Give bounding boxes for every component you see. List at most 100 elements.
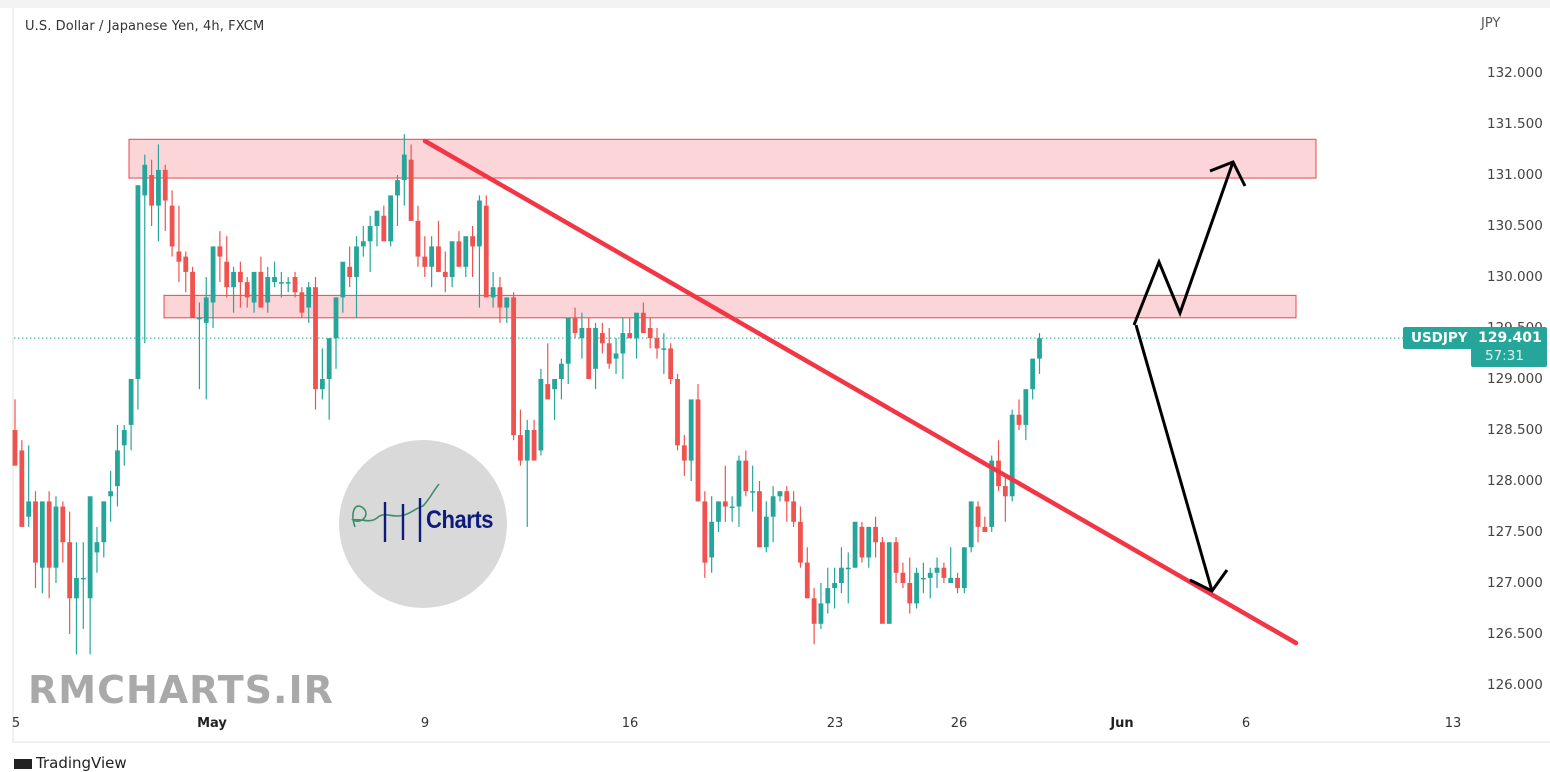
candle-body: [900, 572, 906, 583]
candle-body: [251, 271, 257, 303]
candle-body: [695, 399, 701, 502]
candle-body: [347, 266, 353, 277]
chart-frame: [12, 8, 1550, 743]
candle-body: [504, 297, 510, 308]
candle-body: [26, 501, 32, 517]
candle-body: [524, 430, 530, 461]
candle-body: [67, 542, 73, 599]
candle-body: [456, 241, 462, 267]
candle-body: [319, 379, 325, 390]
tradingview-brand[interactable]: TradingView: [14, 754, 127, 772]
candle-body: [941, 567, 947, 578]
candle-body: [736, 460, 742, 507]
candle-body: [203, 297, 209, 323]
watermark-text: RMCHARTS.IR: [28, 668, 334, 712]
candle-body: [989, 460, 995, 527]
candle-body: [162, 169, 168, 201]
candle-body: [750, 491, 756, 493]
candle-body: [367, 226, 373, 242]
candle-body: [825, 588, 831, 604]
candle-body: [374, 210, 380, 226]
candle-body: [272, 277, 277, 283]
candle-body: [401, 154, 407, 181]
time-axis-label: 26: [950, 716, 968, 731]
candle-body: [156, 169, 161, 206]
candle-body: [1037, 338, 1042, 359]
candle-body: [395, 180, 400, 196]
candle-body: [702, 501, 708, 563]
candle-body: [108, 491, 114, 497]
candle-body: [210, 246, 216, 303]
candle-body: [948, 577, 954, 583]
candle-body: [675, 379, 680, 446]
candle-body: [388, 195, 394, 242]
price-axis-label: 130.000: [1487, 269, 1543, 285]
candle-body: [128, 379, 134, 425]
candle-body: [354, 246, 359, 277]
candle-body: [326, 338, 332, 379]
candle-body: [46, 501, 52, 568]
candle-body: [961, 547, 967, 589]
price-axis-label: 132.000: [1487, 65, 1543, 81]
candle-body: [770, 496, 776, 517]
candle-body: [244, 282, 250, 298]
candle-body: [586, 328, 592, 379]
top-strip: [0, 0, 1550, 8]
candle-body: [442, 271, 448, 277]
price-axis-label: 127.000: [1487, 575, 1543, 591]
candle-body: [360, 241, 366, 247]
candle-body: [231, 271, 236, 288]
candle-body: [845, 567, 851, 570]
candle-body: [292, 277, 298, 293]
candle-body: [449, 241, 455, 277]
candle-body: [176, 251, 182, 262]
logo-candles-icon: [351, 483, 440, 542]
candle-body: [306, 287, 312, 308]
chart-title: U.S. Dollar / Japanese Yen, 4h, FXCM: [25, 19, 265, 34]
candle-body: [265, 277, 271, 303]
candle-body: [818, 603, 824, 624]
candle-body: [340, 261, 346, 298]
candle-body: [19, 450, 25, 527]
time-axis-label: May: [197, 716, 227, 731]
candle-body: [579, 328, 585, 339]
candle-body: [1002, 486, 1008, 497]
candle-body: [907, 583, 913, 604]
candle-body: [880, 542, 885, 624]
candle-body: [893, 542, 899, 573]
candle-body: [408, 159, 414, 221]
price-axis-label: 126.000: [1487, 677, 1543, 693]
candle-body: [490, 287, 496, 298]
candle-body: [1030, 358, 1036, 390]
price-axis-label: 128.500: [1487, 422, 1543, 438]
candle-body: [927, 572, 933, 578]
candle-body: [552, 379, 557, 390]
price-axis-label: 131.500: [1487, 116, 1543, 132]
candle-body: [538, 379, 544, 451]
arrowhead-down-icon: [1189, 569, 1229, 593]
arrowhead-up-icon: [1209, 160, 1247, 187]
resistance-zone-upper: [128, 138, 1317, 179]
candle-body: [12, 430, 18, 466]
candle-body: [217, 246, 223, 257]
candle-body: [777, 491, 783, 497]
candle-body: [599, 333, 605, 344]
candle-body: [975, 506, 981, 527]
candle-body: [982, 526, 988, 532]
candle-body: [763, 516, 769, 548]
candle-body: [688, 399, 694, 461]
time-axis-label: 16: [621, 716, 639, 731]
price-axis-label: 126.500: [1487, 626, 1543, 642]
candle-body: [647, 328, 653, 339]
candle-body: [798, 521, 803, 563]
price-axis-label: 127.500: [1487, 524, 1543, 540]
candle-body: [190, 271, 195, 318]
candle-body: [859, 526, 865, 558]
candle-body: [852, 521, 858, 568]
candle-body: [668, 348, 674, 379]
candle-body: [169, 205, 175, 247]
price-axis-currency: JPY: [1481, 16, 1501, 31]
candle-body: [545, 384, 551, 400]
candle-body: [634, 312, 639, 339]
